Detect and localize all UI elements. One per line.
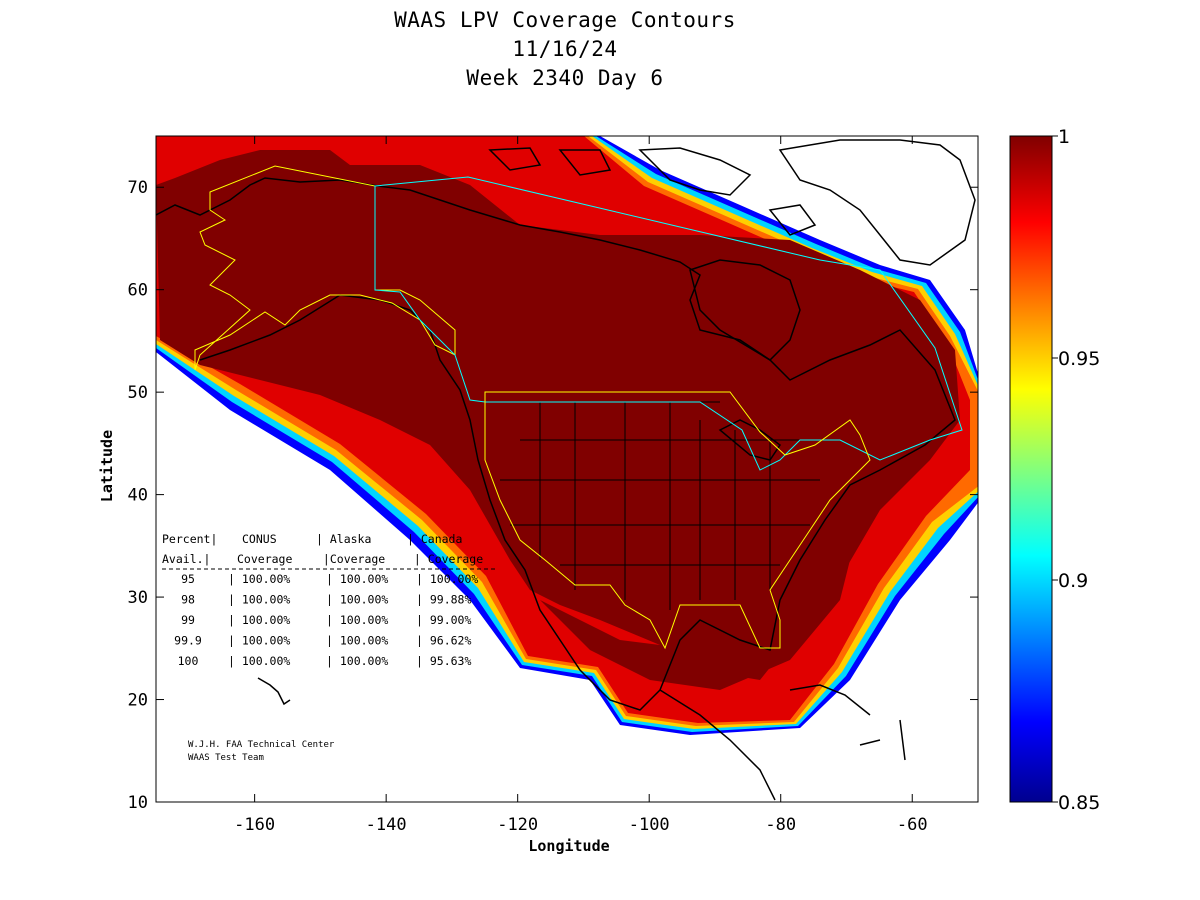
credit-line-2: WAAS Test Team	[188, 753, 264, 763]
y-tick-label: 60	[128, 281, 148, 301]
colorbar-tick-label: 0.95	[1058, 348, 1100, 370]
table-row: 98 | 100.00% | 100.00% | 99.88%	[181, 593, 471, 607]
conus-outline	[484, 391, 871, 650]
caribbean	[789, 684, 906, 761]
central-america	[659, 689, 776, 801]
table-row: 99 | 100.00% | 100.00% | 99.00%	[181, 613, 471, 627]
y-axis-label: Latitude	[98, 430, 116, 502]
hudson-bay	[689, 259, 801, 361]
table-row: 100 | 100.00% | 100.00% | 95.63%	[178, 654, 472, 668]
x-tick-label: -60	[897, 815, 928, 835]
arctic-islands	[488, 147, 817, 236]
credit: W.J.H. FAA Technical Center WAAS Test Te…	[188, 740, 335, 763]
table-header-1: Percent| CONUS | Alaska | Canada	[162, 532, 462, 546]
colorbar-tick-label: 0.9	[1058, 570, 1088, 592]
colorbar-tick-label: 1	[1058, 126, 1070, 148]
credit-line-1: W.J.H. FAA Technical Center	[188, 740, 335, 750]
colorbar-ticks: 1 0.95 0.9 0.85	[1052, 126, 1100, 814]
great-lakes	[718, 419, 782, 461]
coastlines	[156, 139, 976, 801]
x-tick-label: -120	[497, 815, 538, 835]
coverage-contours	[156, 136, 978, 735]
y-tick-label: 40	[128, 486, 148, 506]
y-tick-label: 10	[128, 793, 148, 813]
table-row: 99.9 | 100.00% | 100.00% | 96.62%	[174, 634, 471, 648]
y-tick-label: 50	[128, 383, 148, 403]
chart-title: WAAS LPV Coverage Contours 11/16/24 Week…	[0, 6, 1130, 93]
plot-frame	[155, 135, 979, 803]
coverage-table: Percent| CONUS | Alaska | Canada Avail.| Cov…	[162, 532, 495, 668]
table-header-2: Avail.| Coverage |Coverage | Coverage	[162, 552, 483, 566]
table-row: 95 | 100.00% | 100.00% | 100.00%	[181, 572, 478, 586]
x-axis: -160 -140 -120 -100 -80 -60	[234, 136, 928, 835]
y-tick-label: 20	[128, 691, 148, 711]
x-tick-label: -80	[765, 815, 796, 835]
title-line-2: 11/16/24	[512, 37, 618, 61]
colorbar-tick-label: 0.85	[1058, 792, 1100, 814]
colorbar	[1009, 135, 1053, 803]
contour-core-100	[156, 150, 960, 680]
north-america-coast	[156, 177, 956, 711]
x-tick-label: -140	[366, 815, 407, 835]
hawaii	[257, 677, 291, 706]
x-tick-label: -100	[629, 815, 670, 835]
y-tick-label: 30	[128, 588, 148, 608]
x-axis-label: Longitude	[528, 837, 609, 855]
title-line-1: WAAS LPV Coverage Contours	[394, 8, 736, 32]
y-axis: 10 20 30 40 50 60 70	[128, 178, 978, 813]
service-area-outlines	[194, 165, 963, 650]
alaska-outline	[194, 165, 456, 371]
title-line-3: Week 2340 Day 6	[466, 66, 664, 90]
canada-outline	[374, 176, 963, 471]
y-tick-label: 70	[128, 178, 148, 198]
x-tick-label: -160	[234, 815, 275, 835]
greenland	[778, 139, 976, 266]
